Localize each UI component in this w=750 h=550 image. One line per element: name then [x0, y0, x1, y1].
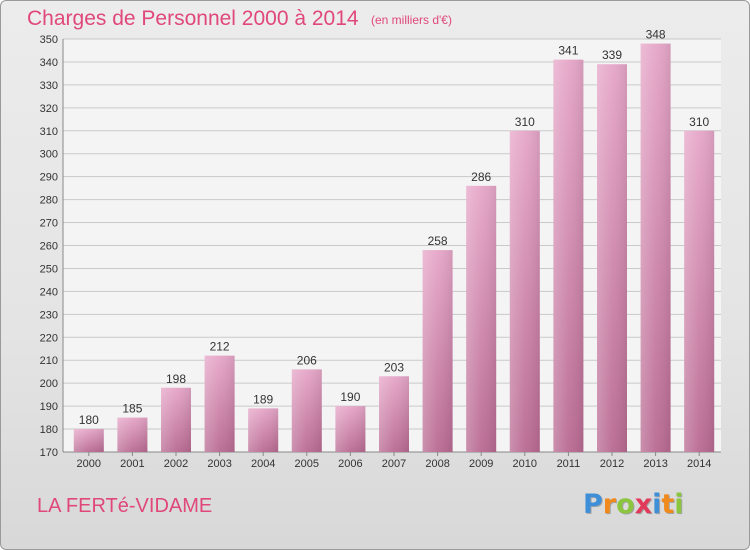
bar-sheen	[684, 130, 715, 452]
bar-sheen	[466, 185, 497, 452]
data-label: 310	[515, 115, 535, 129]
bar-sheen	[422, 250, 453, 452]
chart-title: Charges de Personnel 2000 à 2014	[27, 7, 359, 30]
data-label: 310	[689, 115, 709, 129]
bar-sheen	[161, 387, 191, 452]
data-label: 190	[340, 390, 360, 404]
y-tick-label: 230	[40, 309, 58, 321]
x-tick-label: 2006	[338, 458, 362, 470]
data-label: 286	[471, 170, 491, 184]
brand-letter: i	[652, 489, 662, 520]
x-tick-label: 2005	[295, 458, 319, 470]
bar-sheen	[204, 355, 235, 452]
y-tick-label: 280	[40, 195, 58, 207]
x-tick-label: 2000	[77, 458, 101, 470]
x-tick-label: 2012	[600, 458, 624, 470]
y-tick-label: 350	[40, 34, 58, 46]
x-tick-label: 2013	[643, 458, 667, 470]
x-tick-label: 2011	[557, 458, 581, 470]
y-tick-label: 330	[40, 80, 58, 92]
x-tick-label: 2002	[164, 458, 188, 470]
y-tick-label: 250	[40, 263, 58, 275]
y-tick-label: 190	[40, 401, 58, 413]
bar-sheen	[597, 64, 627, 452]
data-label: 339	[602, 48, 622, 62]
x-tick-label: 2014	[687, 458, 711, 470]
data-label: 258	[428, 234, 448, 248]
data-label: 348	[646, 28, 666, 42]
brand-letter: t	[661, 489, 675, 520]
bar-sheen	[73, 429, 104, 452]
bar-sheen	[509, 130, 540, 452]
y-tick-label: 300	[40, 149, 58, 161]
bar-sheen	[379, 376, 409, 452]
data-label: 180	[79, 413, 99, 427]
chart-subtitle: (en milliers d'€)	[371, 13, 452, 27]
y-tick-label: 320	[40, 103, 58, 115]
y-tick-label: 180	[40, 424, 58, 436]
y-tick-label: 270	[40, 218, 58, 230]
y-tick-label: 240	[40, 286, 58, 298]
y-tick-label: 310	[40, 126, 58, 138]
bars	[73, 43, 715, 453]
commune-name: LA FERTé-VIDAME	[37, 495, 213, 517]
bar-sheen	[553, 59, 584, 453]
bar-sheen	[291, 369, 322, 452]
y-tick-label: 290	[40, 172, 58, 184]
x-tick-label: 2007	[382, 458, 406, 470]
x-tick-label: 2009	[469, 458, 493, 470]
data-label: 185	[122, 402, 142, 416]
bar-sheen	[335, 406, 366, 452]
data-label: 189	[253, 392, 273, 406]
data-label: 198	[166, 372, 186, 386]
x-tick-label: 2003	[207, 458, 231, 470]
x-tick-label: 2001	[120, 458, 144, 470]
y-tick-label: 210	[40, 355, 58, 367]
y-tick-label: 170	[40, 447, 58, 459]
y-tick-label: 220	[40, 332, 58, 344]
axes: 170 180 190 200 210 220 230 240 250 260 270 280 290 3…	[40, 34, 721, 470]
brand-letter: o	[616, 489, 635, 520]
brand-letter: P	[583, 489, 603, 520]
bar-sheen	[117, 417, 148, 452]
data-label: 206	[297, 353, 317, 367]
bar-sheen	[248, 408, 279, 452]
brand-letter: r	[602, 489, 617, 520]
x-tick-label: 2008	[425, 458, 449, 470]
bar-sheen	[640, 43, 671, 452]
y-tick-label: 200	[40, 378, 58, 390]
data-label: 203	[384, 360, 404, 374]
x-tick-label: 2010	[513, 458, 537, 470]
data-label: 341	[558, 44, 578, 58]
x-tick-label: 2004	[251, 458, 275, 470]
brand-letter: i	[674, 489, 684, 520]
brand-logo: Proxiti	[583, 489, 684, 520]
data-labels: 180 185 198 212 189 206 190 203 258 286 310 341 339 3…	[79, 28, 710, 427]
data-label: 212	[210, 340, 230, 354]
y-tick-label: 340	[40, 57, 58, 69]
y-tick-label: 260	[40, 241, 58, 253]
brand-letter: x	[634, 489, 653, 520]
